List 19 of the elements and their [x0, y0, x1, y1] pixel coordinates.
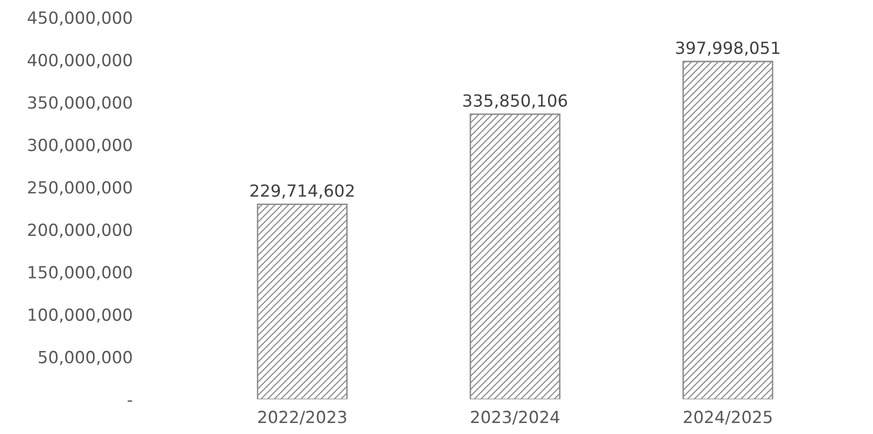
bar: [470, 114, 560, 400]
y-tick-label: 400,000,000: [28, 54, 132, 68]
x-tick-label: 2024/2025: [684, 410, 772, 425]
y-tick-label: 100,000,000: [28, 308, 132, 323]
y-tick-label: -: [128, 400, 132, 402]
y-tick-label: 350,000,000: [28, 96, 132, 110]
data-label: 335,850,106: [463, 94, 568, 109]
bar: [682, 60, 774, 400]
y-tick-label: 300,000,000: [28, 138, 132, 153]
data-label: 397,998,051: [676, 41, 780, 56]
x-tick-label: 2023/2024: [471, 410, 560, 425]
y-tick-label: 150,000,000: [28, 266, 132, 280]
x-tick-label: 2022/2023: [258, 410, 346, 425]
y-tick-label: 250,000,000: [28, 181, 132, 196]
bar: [256, 204, 348, 400]
y-tick-label: 450,000,000: [28, 11, 132, 26]
y-tick-label: 50,000,000: [38, 350, 132, 366]
data-label: 229,714,602: [250, 184, 354, 199]
y-tick-label: 200,000,000: [28, 224, 132, 238]
